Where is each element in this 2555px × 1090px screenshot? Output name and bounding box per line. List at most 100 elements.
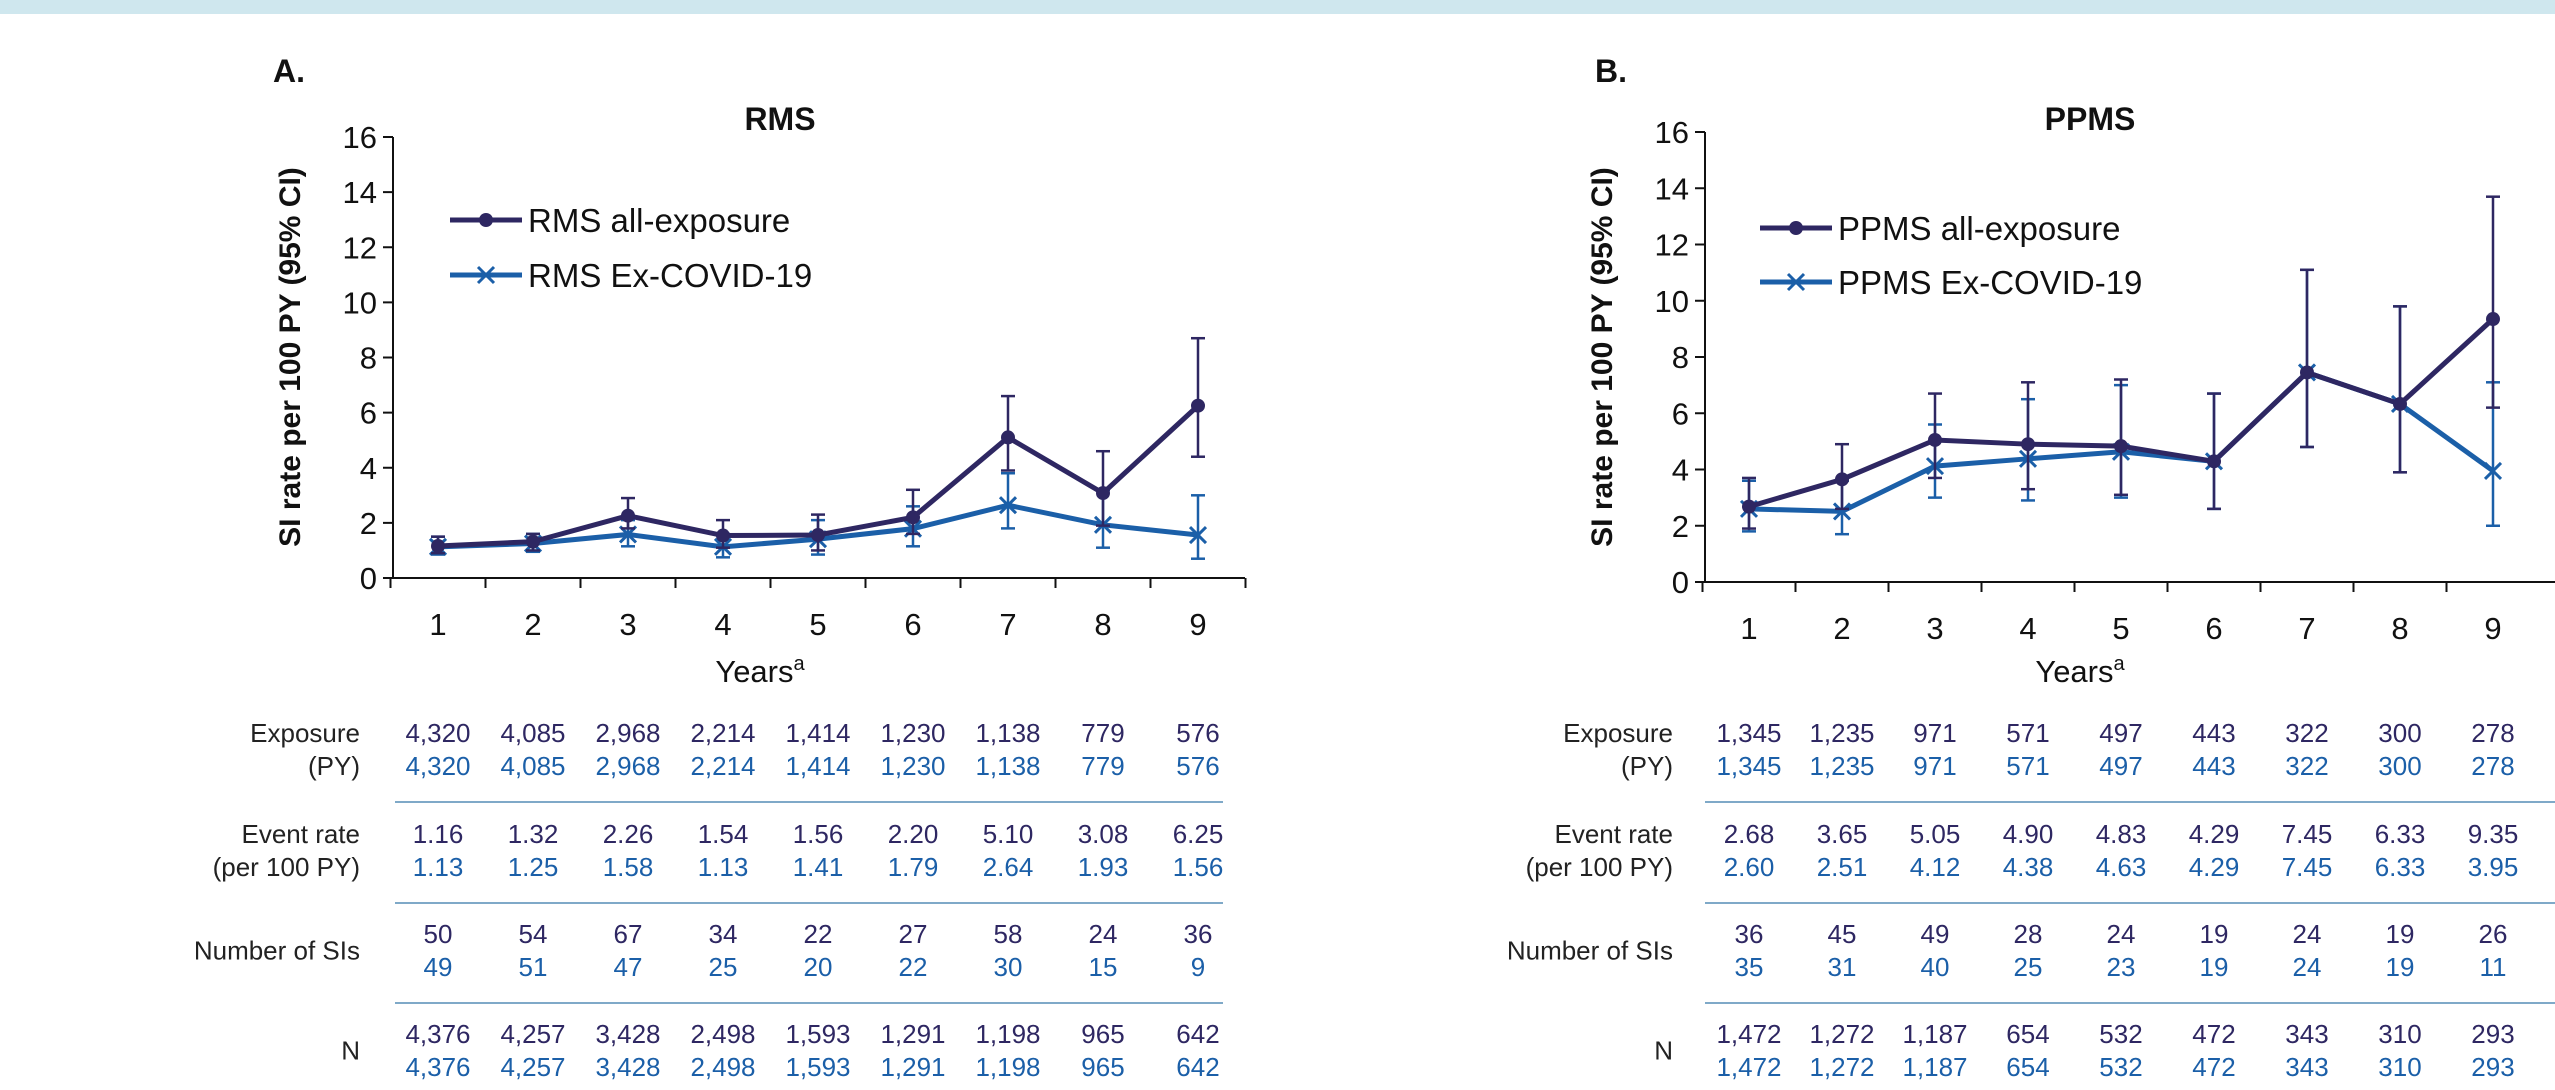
table-cell-ex-covid: 20 [804, 952, 833, 982]
table-cell-all-exposure: 576 [1176, 718, 1219, 748]
table-cell-ex-covid: 24 [2293, 952, 2322, 982]
table-row: Exposure(PY) 4,320 4,085 2,968 2,214 1,414 1,2… [250, 718, 1223, 803]
row-label: N [1654, 1036, 1673, 1066]
y-tick-label: 12 [1655, 228, 1689, 263]
legend-marker [476, 265, 496, 285]
table-cell-all-exposure: 1,187 [1902, 1019, 1967, 1049]
y-tick-label: 2 [360, 506, 377, 541]
table-cell-all-exposure: 1,345 [1716, 718, 1781, 748]
table-cell-ex-covid: 576 [1176, 751, 1219, 781]
table-cell-ex-covid: 6.33 [2375, 852, 2426, 882]
row-label: Exposure [1563, 718, 1673, 748]
data-point [621, 508, 635, 523]
table-cell-ex-covid: 19 [2386, 952, 2415, 982]
data-point [2486, 312, 2500, 327]
table-cell-all-exposure: 24 [2107, 919, 2136, 949]
series-all-exposure [1742, 195, 2500, 530]
table-cell-all-exposure: 293 [2471, 1019, 2514, 1049]
x-tick-label: 4 [2019, 611, 2036, 646]
table-cell-all-exposure: 36 [1184, 919, 1213, 949]
table-cell-ex-covid: 1,472 [1716, 1052, 1781, 1082]
summary-table: Exposure(PY) 1,345 1,235 971 571 497 443 322 300… [1507, 718, 2555, 1082]
y-tick-label: 8 [360, 341, 377, 376]
table-cell-ex-covid: 4,376 [405, 1052, 470, 1082]
y-tick-label: 0 [1672, 565, 1689, 600]
table-cell-all-exposure: 5.05 [1910, 819, 1961, 849]
table-cell-ex-covid: 4.38 [2003, 852, 2054, 882]
table-cell-all-exposure: 1.54 [698, 819, 749, 849]
data-point [716, 528, 730, 543]
table-cell-all-exposure: 34 [709, 919, 738, 949]
table-cell-ex-covid: 1,138 [975, 751, 1040, 781]
table-cell-ex-covid: 2,968 [595, 751, 660, 781]
table-cell-all-exposure: 343 [2285, 1019, 2328, 1049]
x-tick-label: 6 [904, 607, 921, 642]
y-tick-label: 6 [360, 396, 377, 431]
x-tick-label: 8 [1094, 607, 1111, 642]
table-cell-all-exposure: 26 [2479, 919, 2508, 949]
table-cell-ex-covid: 310 [2378, 1052, 2421, 1082]
data-point [1188, 525, 1208, 545]
legend: RMS all-exposure RMS Ex-COVID-19 [450, 202, 812, 294]
x-tick-label: 4 [714, 607, 731, 642]
data-point-stroke [1188, 525, 1208, 545]
row-label: Number of SIs [1507, 936, 1673, 966]
table-cell-all-exposure: 1,230 [880, 718, 945, 748]
table-cell-ex-covid: 51 [519, 952, 548, 982]
x-tick-label: 1 [429, 607, 446, 642]
x-axis-label: Yearsa [2035, 653, 2125, 689]
panel-label: A. [273, 53, 305, 89]
table-cell-all-exposure: 24 [2293, 919, 2322, 949]
row-label: Exposure [250, 718, 360, 748]
table-cell-ex-covid: 1,291 [880, 1052, 945, 1082]
table-cell-ex-covid: 4.29 [2189, 852, 2240, 882]
table-cell-all-exposure: 4,257 [500, 1019, 565, 1049]
table-cell-all-exposure: 971 [1913, 718, 1956, 748]
y-tick-label: 0 [360, 561, 377, 596]
table-cell-all-exposure: 1,272 [1809, 1019, 1874, 1049]
legend-entry: PPMS Ex-COVID-19 [1838, 264, 2142, 301]
table-cell-ex-covid: 4.63 [2096, 852, 2147, 882]
row-label: (PY) [308, 751, 360, 781]
table-cell-all-exposure: 19 [2200, 919, 2229, 949]
table-cell-all-exposure: 4,085 [500, 718, 565, 748]
y-tick-label: 16 [1655, 115, 1689, 150]
x-tick-label: 6 [2205, 611, 2222, 646]
table-row: N 1,472 1,272 1,187 654 532 472 343 310 293 1,472 1… [1654, 1019, 2514, 1082]
table-cell-ex-covid: 3.95 [2468, 852, 2519, 882]
table-cell-all-exposure: 49 [1921, 919, 1950, 949]
table-cell-ex-covid: 30 [994, 952, 1023, 982]
table-cell-all-exposure: 1,291 [880, 1019, 945, 1049]
x-tick-label: 2 [1833, 611, 1850, 646]
table-cell-ex-covid: 642 [1176, 1052, 1219, 1082]
table-cell-ex-covid: 1.13 [413, 852, 464, 882]
table-cell-all-exposure: 571 [2006, 718, 2049, 748]
table-cell-all-exposure: 9.35 [2468, 819, 2519, 849]
table-cell-all-exposure: 965 [1081, 1019, 1124, 1049]
table-cell-all-exposure: 19 [2386, 919, 2415, 949]
table-cell-ex-covid: 1,414 [785, 751, 850, 781]
table-cell-ex-covid: 1,230 [880, 751, 945, 781]
row-label: (per 100 PY) [1526, 852, 1673, 882]
data-point [1001, 430, 1015, 445]
y-tick-label: 4 [360, 451, 377, 486]
table-cell-ex-covid: 779 [1081, 751, 1124, 781]
table-cell-all-exposure: 1,138 [975, 718, 1040, 748]
table-cell-all-exposure: 779 [1081, 718, 1124, 748]
table-row: Event rate(per 100 PY)1.16 1.32 2.26 1.54 1.… [213, 819, 1223, 904]
table-cell-ex-covid: 2.64 [983, 852, 1034, 882]
table-cell-ex-covid: 9 [1191, 952, 1205, 982]
table-cell-ex-covid: 15 [1089, 952, 1118, 982]
x-tick-label: 5 [2112, 611, 2129, 646]
y-tick-label: 14 [343, 175, 377, 210]
table-cell-all-exposure: 532 [2099, 1019, 2142, 1049]
x-tick-label: 9 [1189, 607, 1206, 642]
table-cell-all-exposure: 1,472 [1716, 1019, 1781, 1049]
table-cell-all-exposure: 1.16 [413, 819, 464, 849]
table-cell-all-exposure: 45 [1828, 919, 1857, 949]
table-cell-all-exposure: 310 [2378, 1019, 2421, 1049]
table-cell-ex-covid: 343 [2285, 1052, 2328, 1082]
table-cell-ex-covid: 31 [1828, 952, 1857, 982]
legend-marker [1789, 221, 1803, 235]
table-cell-ex-covid: 11 [2480, 952, 2507, 982]
